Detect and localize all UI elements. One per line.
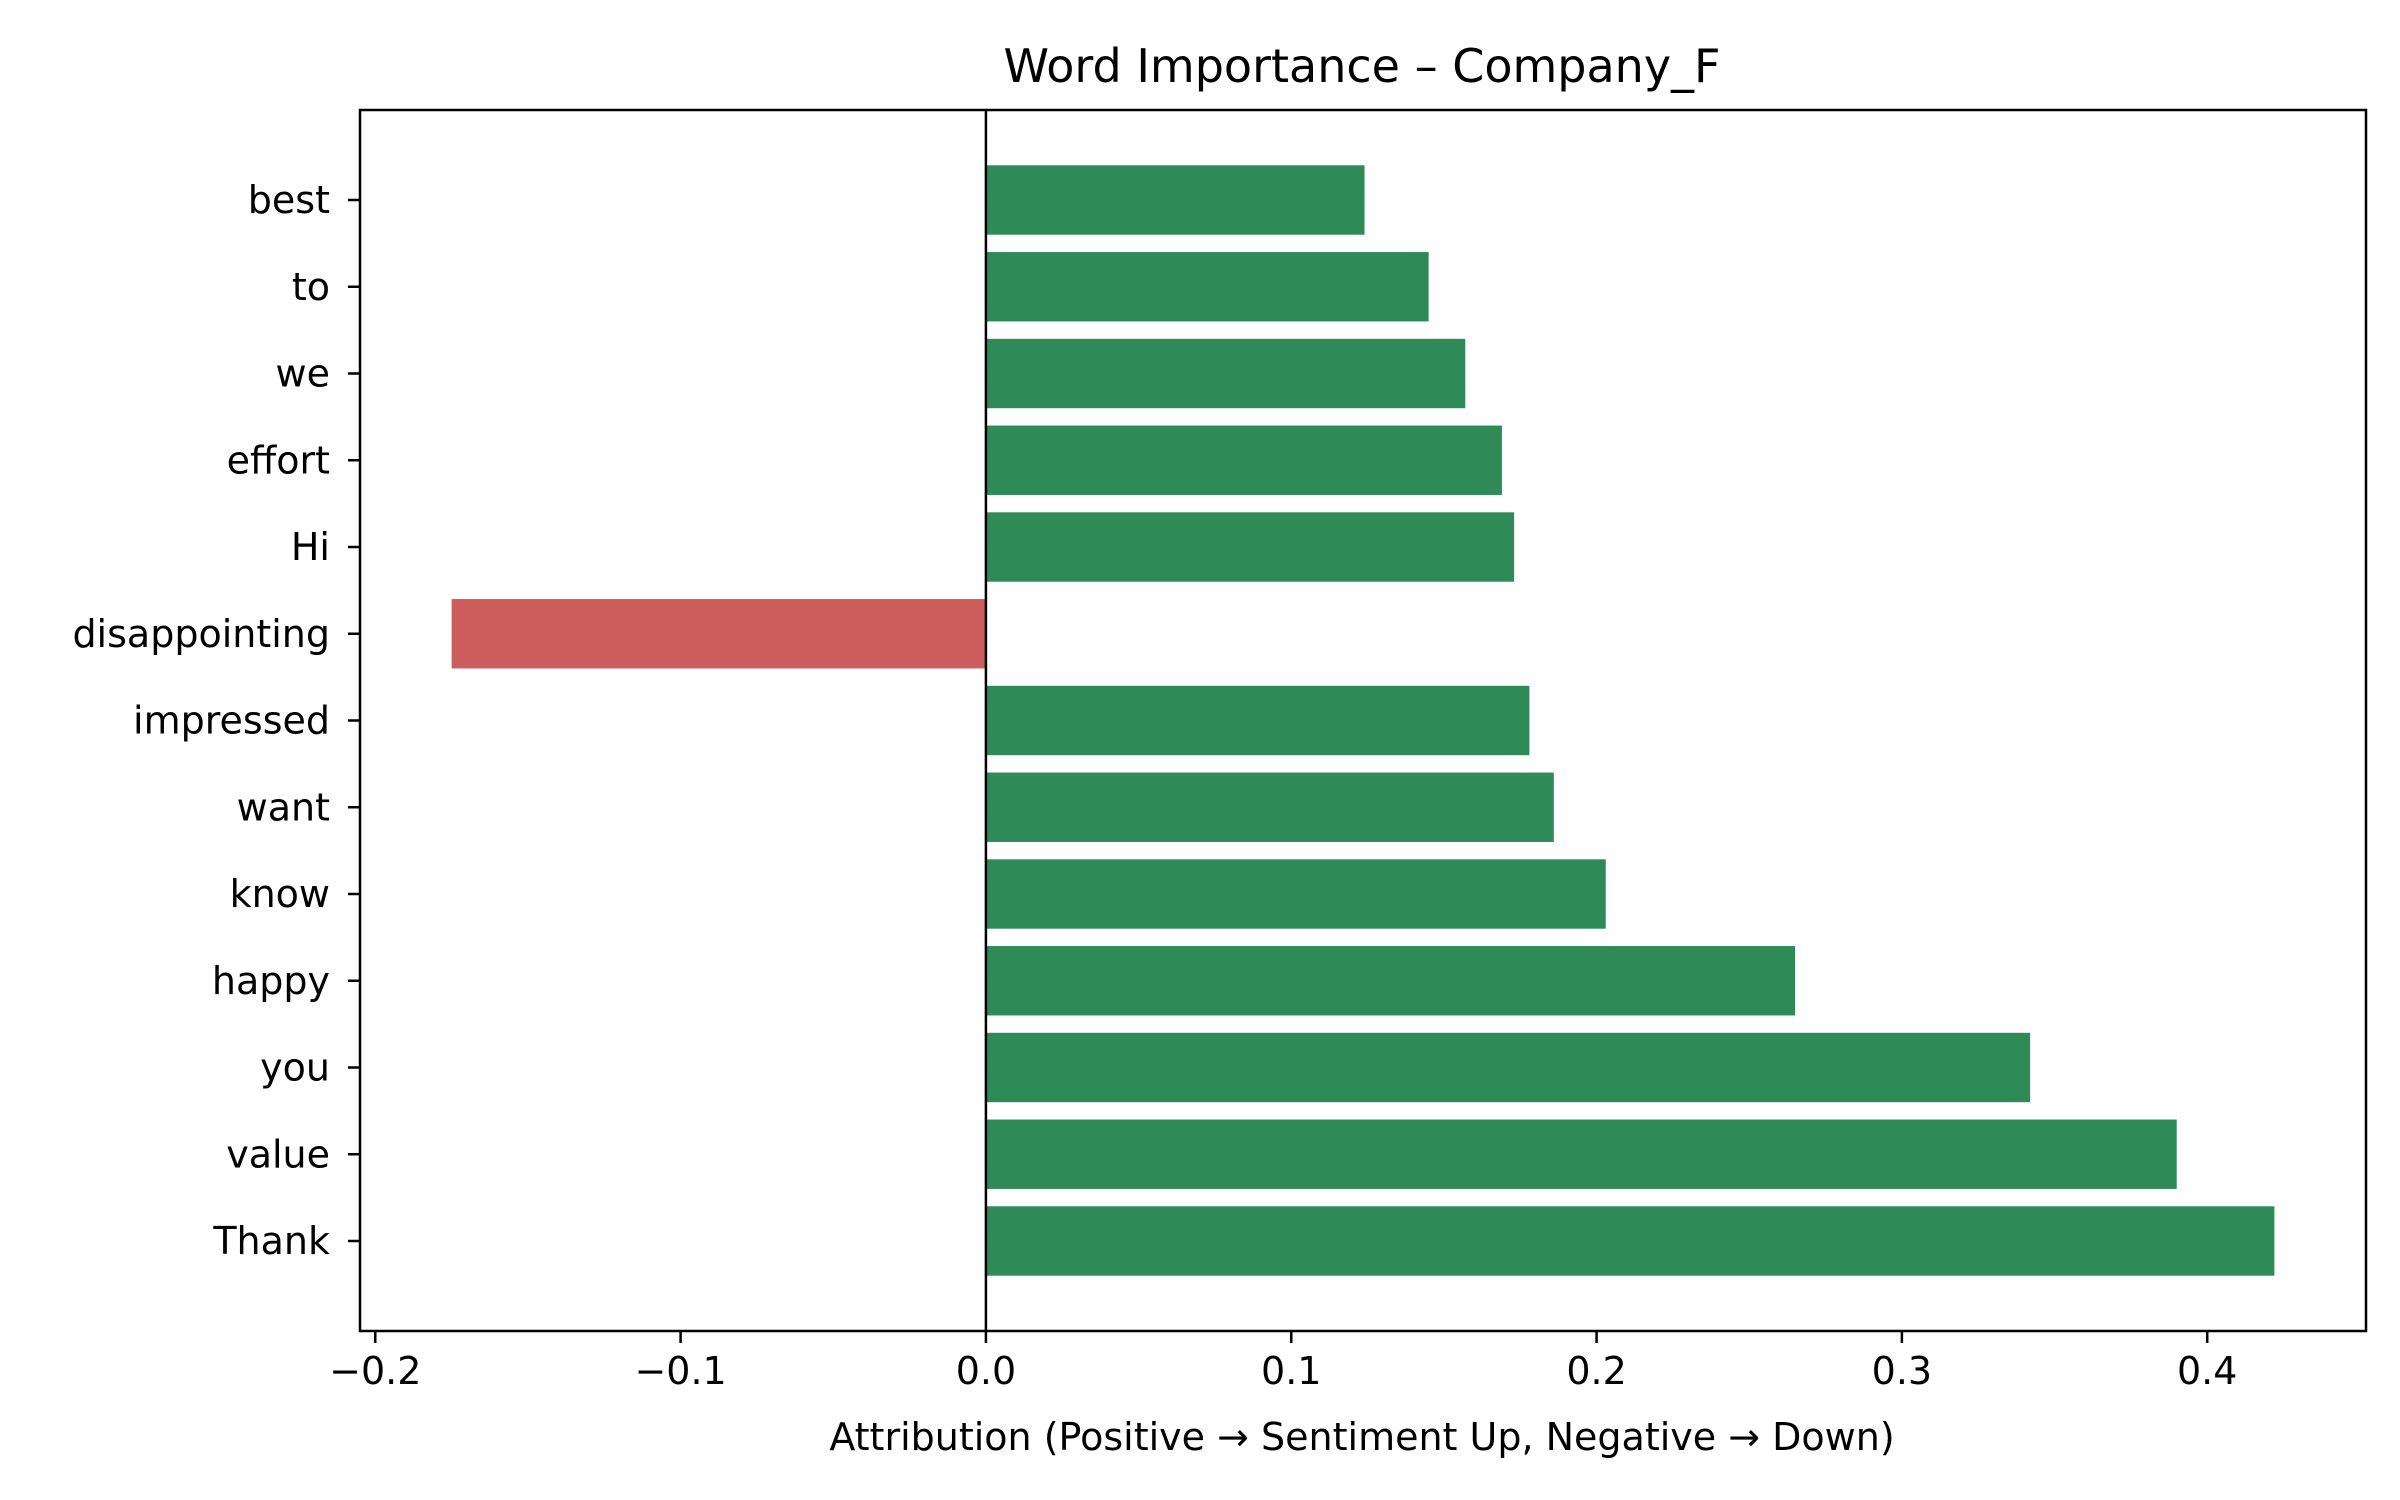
y-tick-label-to: to — [292, 265, 330, 309]
bar-Hi — [985, 512, 1515, 582]
x-tick-label-5: 0.3 — [1872, 1349, 1932, 1393]
y-tick-label-you: you — [260, 1046, 330, 1090]
plot-area: best to we effort Hi disappointing impressed wa… — [72, 108, 2368, 1393]
x-tick-label-1: −0.1 — [634, 1349, 726, 1393]
bar-we — [985, 338, 1466, 409]
bar-impressed — [985, 685, 1530, 756]
y-tick-label-Hi: Hi — [291, 525, 330, 569]
y-tick-label-happy: happy — [212, 959, 330, 1003]
x-tick-label-4: 0.2 — [1566, 1349, 1626, 1393]
x-tick-label-0: −0.2 — [329, 1349, 421, 1393]
x-tick-label-6: 0.4 — [2177, 1349, 2237, 1393]
bar-happy — [985, 946, 1796, 1016]
y-tick-label-Thank: Thank — [212, 1219, 330, 1263]
bar-best — [985, 165, 1365, 235]
y-tick-label-impressed: impressed — [133, 699, 330, 743]
x-axis-label: Attribution (Positive → Sentiment Up, Ne… — [829, 1415, 1894, 1459]
x-tick-label-3: 0.1 — [1261, 1349, 1321, 1393]
y-tick-label-we: we — [276, 352, 330, 396]
chart-title: Word Importance – Company_F — [1004, 39, 1721, 93]
y-tick-label-effort: effort — [227, 438, 330, 482]
bar-effort — [985, 425, 1502, 495]
y-tick-label-disappointing: disappointing — [72, 612, 330, 656]
y-tick-label-want: want — [237, 785, 330, 829]
bar-Thank — [985, 1206, 2275, 1276]
y-tick-label-know: know — [230, 872, 330, 916]
bar-you — [985, 1032, 2031, 1103]
bar-to — [985, 252, 1429, 322]
bar-disappointing — [451, 599, 986, 669]
bar-know — [985, 859, 1606, 929]
bar-value — [985, 1119, 2177, 1189]
x-tick-label-2: 0.0 — [956, 1349, 1016, 1393]
y-tick-label-value: value — [226, 1132, 330, 1176]
bar-want — [985, 772, 1554, 842]
y-tick-label-best: best — [248, 178, 330, 222]
